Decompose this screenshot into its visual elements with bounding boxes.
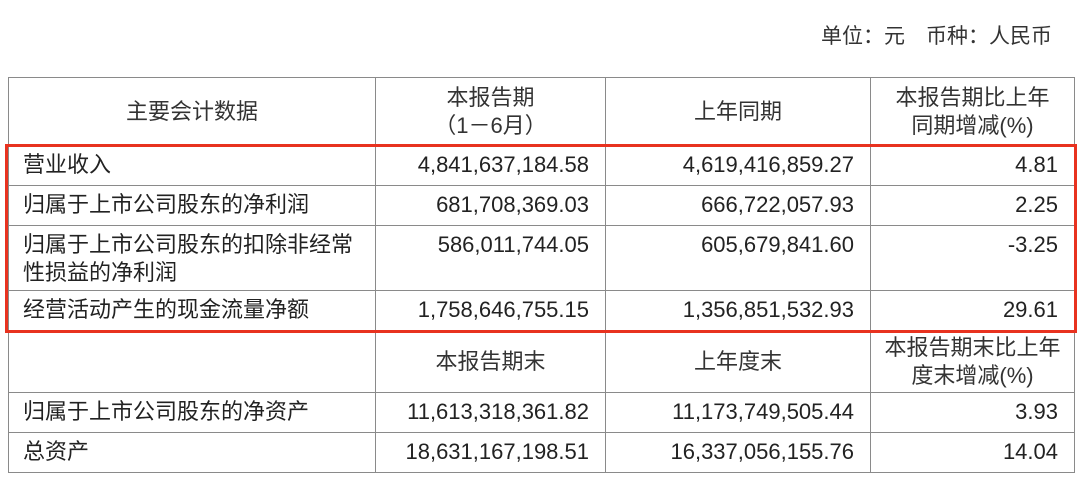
row-label: 归属于上市公司股东的净资产	[8, 392, 376, 433]
current-value: 1,758,646,755.15	[375, 290, 606, 331]
header-cell: 上年同期	[605, 77, 871, 146]
prior-value: 605,679,841.60	[605, 225, 871, 291]
row-label: 归属于上市公司股东的扣除非经常性损益的净利润	[8, 225, 376, 291]
table-row: 归属于上市公司股东的扣除非经常性损益的净利润 586,011,744.05 60…	[8, 225, 1075, 291]
prior-value: 4,619,416,859.27	[605, 145, 871, 186]
table-row: 经营活动产生的现金流量净额 1,758,646,755.15 1,356,851…	[8, 290, 1075, 331]
current-value: 586,011,744.05	[375, 225, 606, 291]
header-cell: 主要会计数据	[8, 77, 376, 146]
prior-value: 1,356,851,532.93	[605, 290, 871, 331]
table-header-row: 主要会计数据 本报告期 （1－6月） 上年同期 本报告期比上年 同期增减(%)	[8, 77, 1075, 146]
table-row: 营业收入 4,841,637,184.58 4,619,416,859.27 4…	[8, 145, 1075, 186]
row-label: 经营活动产生的现金流量净额	[8, 290, 376, 331]
prior-value: 16,337,056,155.76	[605, 432, 871, 473]
row-label: 归属于上市公司股东的净利润	[8, 185, 376, 226]
change-value: -3.25	[870, 225, 1075, 291]
current-value: 681,708,369.03	[375, 185, 606, 226]
header-cell: 本报告期 （1－6月）	[375, 77, 606, 146]
table-subheader-row: 本报告期末 上年度末 本报告期末比上年度末增减(%)	[8, 330, 1075, 393]
change-value: 4.81	[870, 145, 1075, 186]
current-value: 18,631,167,198.51	[375, 432, 606, 473]
change-value: 29.61	[870, 290, 1075, 331]
header-cell: 本报告期末比上年度末增减(%)	[870, 330, 1075, 393]
prior-value: 11,173,749,505.44	[605, 392, 871, 433]
change-value: 3.93	[870, 392, 1075, 433]
header-cell	[8, 330, 376, 393]
table-row: 归属于上市公司股东的净利润 681,708,369.03 666,722,057…	[8, 185, 1075, 226]
current-value: 4,841,637,184.58	[375, 145, 606, 186]
change-value: 14.04	[870, 432, 1075, 473]
prior-value: 666,722,057.93	[605, 185, 871, 226]
row-label: 营业收入	[8, 145, 376, 186]
change-value: 2.25	[870, 185, 1075, 226]
row-label: 总资产	[8, 432, 376, 473]
key-accounting-data-table: 主要会计数据 本报告期 （1－6月） 上年同期 本报告期比上年 同期增减(%) …	[8, 77, 1075, 473]
header-cell: 本报告期比上年 同期增减(%)	[870, 77, 1075, 146]
table-row: 归属于上市公司股东的净资产 11,613,318,361.82 11,173,7…	[8, 392, 1075, 433]
unit-currency-note: 单位：元 币种：人民币	[821, 25, 1052, 48]
header-cell: 本报告期末	[375, 330, 606, 393]
current-value: 11,613,318,361.82	[375, 392, 606, 433]
header-cell: 上年度末	[605, 330, 871, 393]
table-row: 总资产 18,631,167,198.51 16,337,056,155.76 …	[8, 432, 1075, 473]
